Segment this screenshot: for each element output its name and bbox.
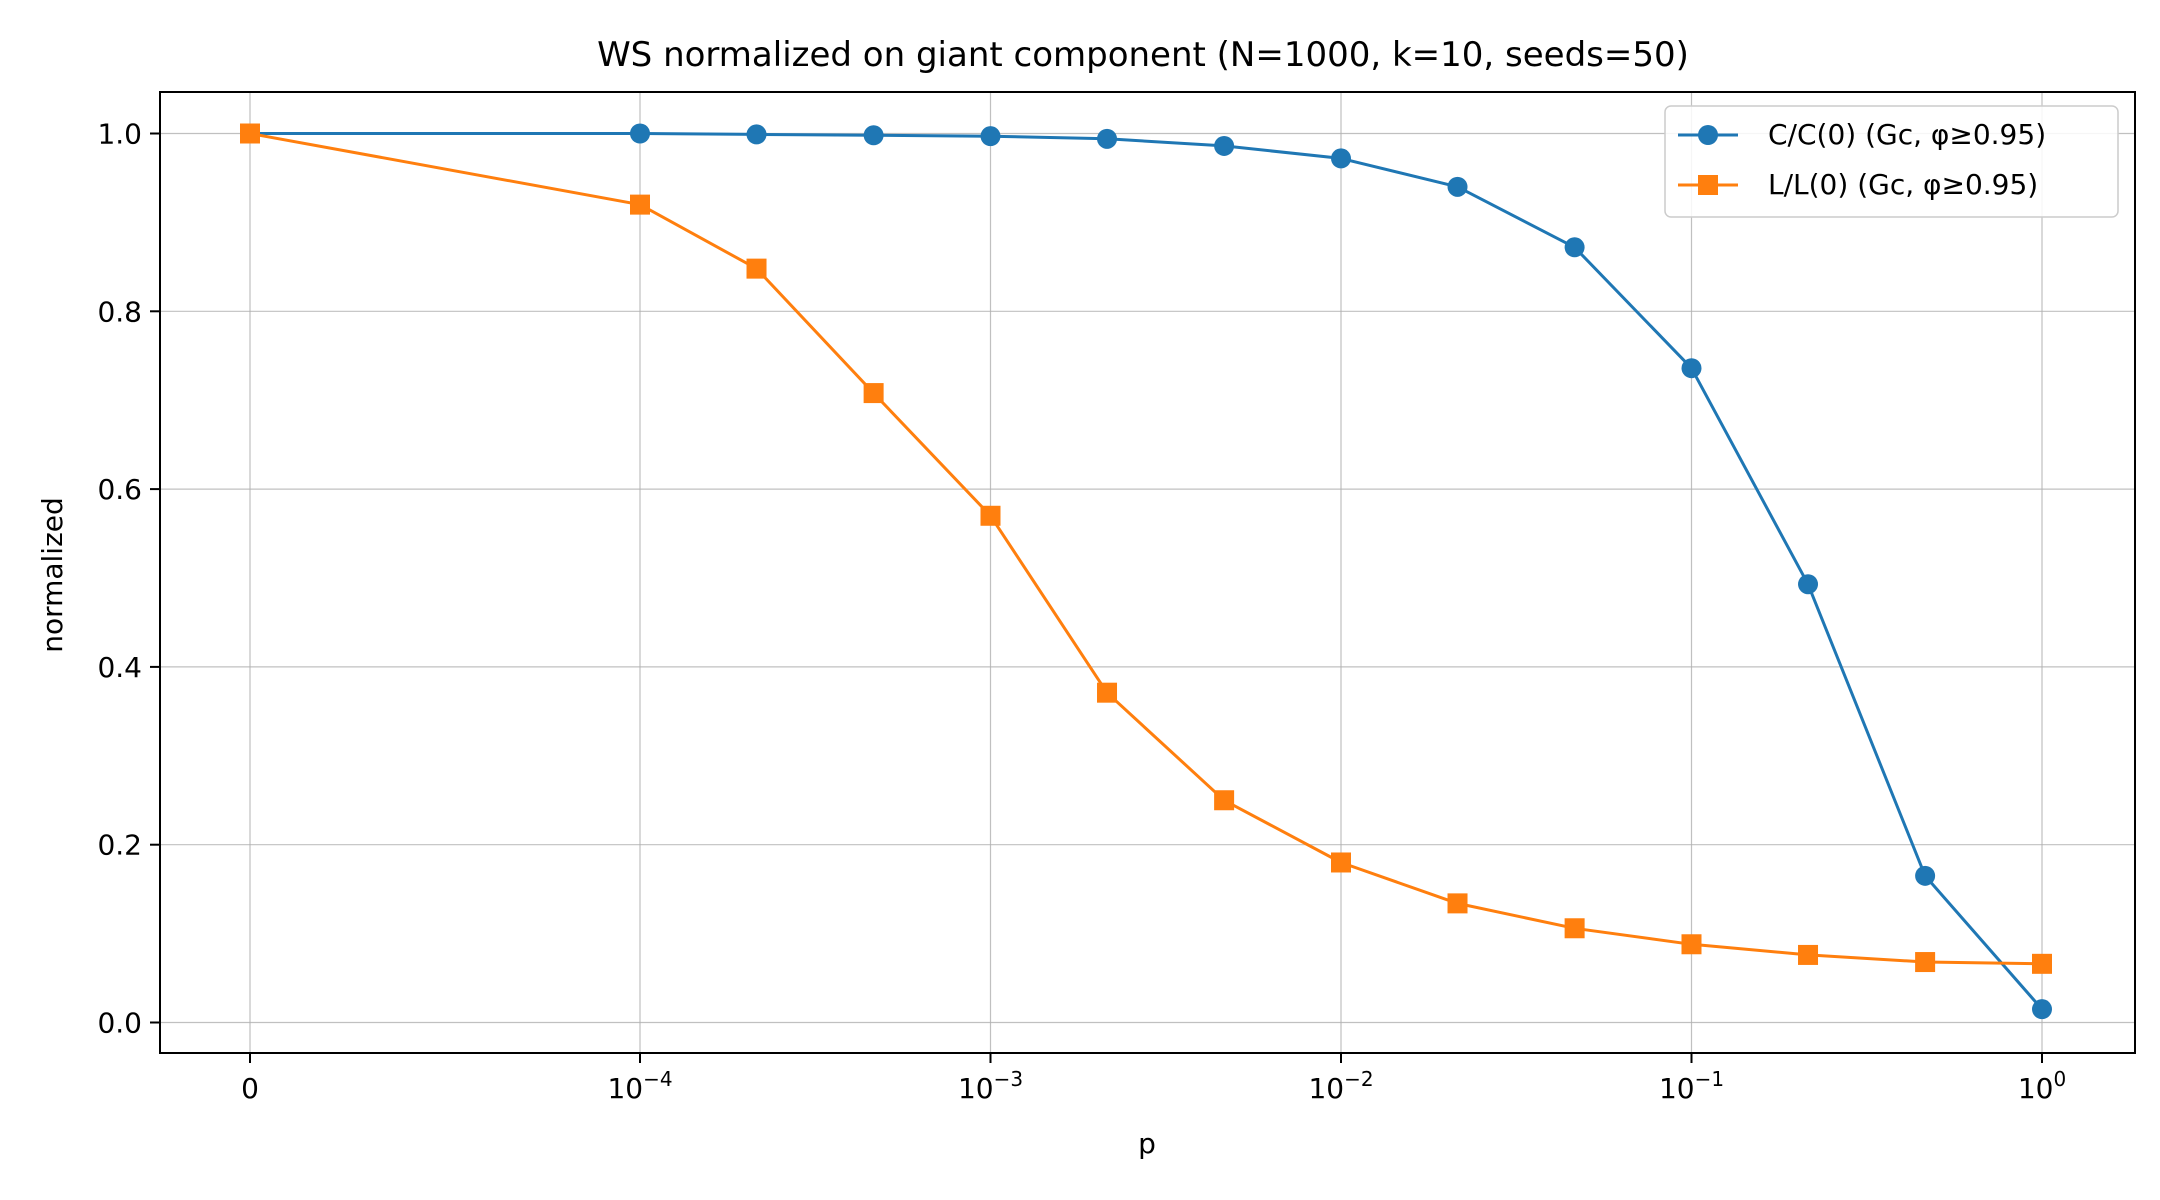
data-point-l-9 — [1564, 918, 1585, 939]
data-point-l-0 — [240, 123, 260, 144]
x-axis: 0 10−4 10−3 10−2 10−1 100 — [241, 1053, 2066, 1105]
chart-title: WS normalized on giant component (N=1000… — [597, 35, 1689, 75]
legend-label-c: C/C(0) (Gc, φ≥0.95) — [1768, 118, 2046, 151]
y-axis: 0.0 0.2 0.4 0.6 0.8 1.0 — [97, 118, 160, 1040]
y-tick-label: 0.0 — [97, 1007, 142, 1040]
y-tick-label: 0.6 — [97, 473, 142, 506]
data-point-l-1 — [630, 194, 650, 215]
legend: C/C(0) (Gc, φ≥0.95) L/L(0) (Gc, φ≥0.95) — [1664, 105, 2119, 218]
x-tick-label: 100 — [2018, 1067, 2066, 1105]
x-tick-label: 10−2 — [1308, 1067, 1373, 1105]
series-lines — [249, 132, 2044, 1011]
data-point-c-9 — [1564, 237, 1585, 258]
data-point-l-6 — [1214, 790, 1235, 811]
data-point-l-7 — [1331, 852, 1351, 873]
data-point-c-6 — [1214, 135, 1235, 156]
y-tick-label: 0.2 — [97, 829, 142, 862]
data-point-l-4 — [980, 505, 1001, 526]
data-point-l-13 — [2032, 953, 2052, 974]
data-point-c-12 — [1915, 865, 1936, 886]
series-line-0 — [250, 132, 2044, 1011]
legend-marker-c — [1698, 125, 1718, 145]
data-point-c-1 — [630, 123, 650, 144]
data-point-l-10 — [1681, 934, 1702, 955]
y-tick-label: 1.0 — [97, 118, 142, 151]
x-tick-label: 10−1 — [1659, 1067, 1724, 1105]
y-tick-label: 0.4 — [97, 651, 142, 684]
x-tick-label: 10−3 — [958, 1067, 1023, 1105]
plot-area-frame — [159, 91, 2136, 1054]
data-point-c-11 — [1798, 574, 1819, 595]
grid-lines — [160, 92, 2135, 1053]
data-point-c-2 — [746, 124, 767, 145]
data-point-c-3 — [863, 125, 884, 146]
series-markers — [240, 123, 2052, 1020]
series-line-1 — [249, 132, 2043, 966]
data-point-l-12 — [1915, 952, 1936, 973]
x-tick-label: 0 — [241, 1072, 259, 1105]
legend-box — [1664, 105, 2119, 218]
x-tick-label: 10−4 — [607, 1067, 672, 1105]
data-point-c-10 — [1681, 358, 1702, 379]
data-point-l-3 — [863, 383, 884, 404]
data-point-c-7 — [1331, 148, 1351, 169]
data-point-l-5 — [1097, 682, 1118, 703]
data-point-c-5 — [1097, 128, 1118, 149]
data-point-c-13 — [2032, 999, 2052, 1020]
data-point-c-8 — [1447, 176, 1468, 197]
data-point-l-11 — [1798, 944, 1819, 965]
data-point-c-4 — [980, 126, 1001, 147]
x-axis-label: p — [1138, 1127, 1156, 1160]
data-point-l-2 — [746, 258, 767, 279]
y-axis-label: normalized — [36, 497, 69, 653]
data-point-l-8 — [1447, 893, 1468, 914]
y-tick-label: 0.8 — [97, 295, 142, 328]
legend-label-l: L/L(0) (Gc, φ≥0.95) — [1768, 168, 2038, 201]
legend-marker-l — [1698, 175, 1718, 195]
